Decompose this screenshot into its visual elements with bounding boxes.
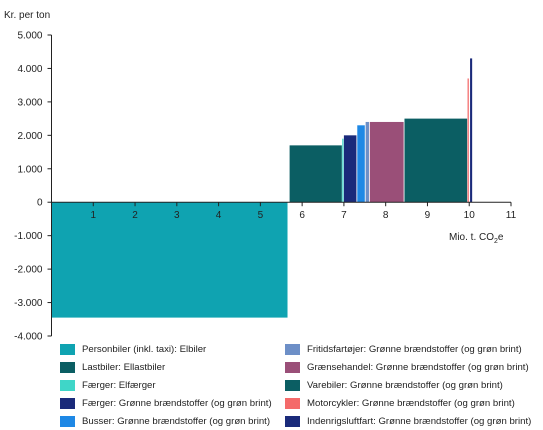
x-tick-label: 6 <box>299 210 305 221</box>
bar-8 <box>404 118 468 203</box>
y-axis-label: Kr. per ton <box>4 10 50 21</box>
x-tick-label: 5 <box>258 210 264 221</box>
x-tick-label: 3 <box>174 210 180 221</box>
x-tick-label: 7 <box>341 210 347 221</box>
bar-2 <box>289 145 342 203</box>
legend-swatch <box>60 344 75 355</box>
legend-swatch <box>285 416 300 427</box>
legend-label: Indenrigsluftfart: Grønne brændstoffer (… <box>307 416 532 427</box>
y-tick-label: 3.000 <box>17 97 42 108</box>
y-tick-label: 5.000 <box>17 31 42 42</box>
chart-legend: Personbiler (inkl. taxi): Elbiler Fritids… <box>60 341 540 430</box>
legend-label: Personbiler (inkl. taxi): Elbiler <box>82 344 207 355</box>
bar-10 <box>470 58 473 203</box>
legend-label: Busser: Grønne brændstoffer (og grøn bri… <box>82 416 271 427</box>
legend-label: Fritidsfartøjer: Grønne brændstoffer (og… <box>307 344 522 355</box>
bar-1 <box>51 202 288 318</box>
x-tick-label: 8 <box>383 210 389 221</box>
legend-item: Indenrigsluftfart: Grønne brændstoffer (… <box>285 413 540 430</box>
bar-9 <box>467 78 469 203</box>
bar-5 <box>357 125 365 203</box>
legend-swatch <box>285 380 300 391</box>
x-axis-label: Mio. t. CO2e <box>449 232 504 245</box>
legend-label: Færger: Elfærger <box>82 380 156 391</box>
legend-item: Grænsehandel: Grønne brændstoffer (og gr… <box>285 359 540 376</box>
x-tick-label: 10 <box>464 210 476 221</box>
legend-swatch <box>60 398 75 409</box>
legend-item: Færger: Elfærger <box>60 377 285 394</box>
x-tick-label: 2 <box>132 210 138 221</box>
y-tick-label: 4.000 <box>17 64 42 75</box>
legend-label: Varebiler: Grønne brændstoffer (og grøn … <box>307 380 503 391</box>
legend-label: Lastbiler: Ellastbiler <box>82 362 166 373</box>
legend-label: Grænsehandel: Grønne brændstoffer (og gr… <box>307 362 529 373</box>
legend-label: Motorcykler: Grønne brændstoffer (og grø… <box>307 398 515 409</box>
legend-item: Personbiler (inkl. taxi): Elbiler <box>60 341 285 358</box>
legend-swatch <box>285 344 300 355</box>
y-tick-label: -2.000 <box>14 265 43 276</box>
legend-swatch <box>60 362 75 373</box>
legend-label: Færger: Grønne brændstoffer (og grøn bri… <box>82 398 272 409</box>
legend-item: Busser: Grønne brændstoffer (og grøn bri… <box>60 413 285 430</box>
x-tick-label: 1 <box>90 210 96 221</box>
abatement-cost-chart: Kr. per ton 5.000 4.000 3.000 2.000 1.000 0 -1.… <box>4 10 517 341</box>
y-tick-label: 2.000 <box>17 131 42 142</box>
legend-item: Varebiler: Grønne brændstoffer (og grøn … <box>285 377 540 394</box>
legend-item: Færger: Grønne brændstoffer (og grøn bri… <box>60 395 285 412</box>
legend-item: Lastbiler: Ellastbiler <box>60 359 285 376</box>
legend-swatch <box>60 380 75 391</box>
bar-3 <box>342 138 344 203</box>
y-tick-label: 1.000 <box>17 164 42 175</box>
legend-swatch <box>285 398 300 409</box>
x-tick-label: 4 <box>216 210 222 221</box>
legend-item: Motorcykler: Grønne brændstoffer (og grø… <box>285 395 540 412</box>
bar-4 <box>343 135 357 203</box>
legend-swatch <box>60 416 75 427</box>
y-tick-label: -4.000 <box>14 332 43 341</box>
legend-item: Fritidsfartøjer: Grønne brændstoffer (og… <box>285 341 540 358</box>
y-tick-label: -3.000 <box>14 298 43 309</box>
legend-swatch <box>285 362 300 373</box>
bar-7 <box>369 121 404 203</box>
bar-6 <box>365 121 369 203</box>
y-tick-label: -1.000 <box>14 231 43 242</box>
x-tick-label: 9 <box>425 210 431 221</box>
x-tick-label: 11 <box>506 210 517 221</box>
y-tick-label: 0 <box>37 198 43 209</box>
